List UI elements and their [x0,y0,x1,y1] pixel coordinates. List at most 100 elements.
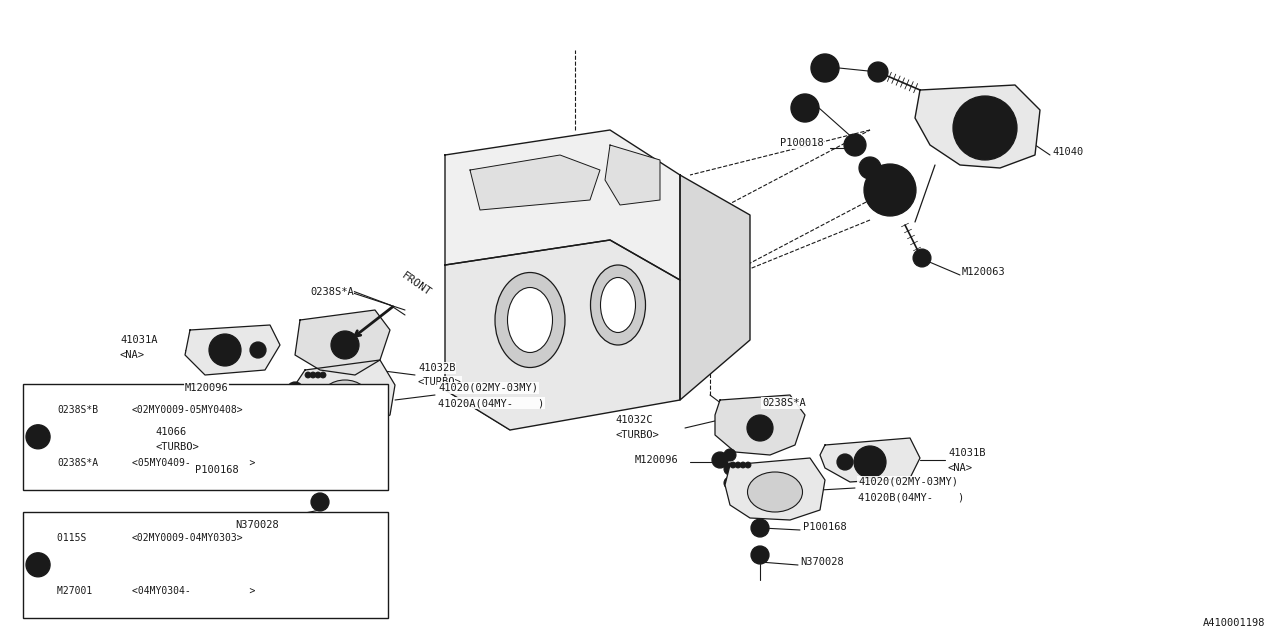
Circle shape [812,54,838,82]
Text: 41031B: 41031B [948,448,986,458]
Text: 41032B: 41032B [419,363,456,373]
Circle shape [874,174,906,206]
Ellipse shape [495,273,564,367]
Circle shape [316,468,324,476]
Polygon shape [680,175,750,400]
Circle shape [859,157,881,179]
Circle shape [868,62,888,82]
Text: <TURBO>: <TURBO> [614,430,659,440]
Circle shape [865,163,876,173]
Ellipse shape [600,278,635,333]
Text: 1: 1 [35,560,41,570]
Circle shape [740,462,746,468]
Text: 41032C: 41032C [614,415,653,425]
Circle shape [724,463,736,475]
Circle shape [735,462,741,468]
Circle shape [209,334,241,366]
Circle shape [717,457,723,463]
Polygon shape [445,240,680,430]
Circle shape [913,249,931,267]
Polygon shape [716,395,805,455]
Polygon shape [186,325,280,375]
Text: N370028: N370028 [236,520,279,530]
Circle shape [712,452,728,468]
Bar [23,512,388,618]
Polygon shape [915,85,1039,168]
Circle shape [748,415,773,441]
Circle shape [26,553,50,577]
Polygon shape [288,408,349,460]
Circle shape [864,164,916,216]
Text: FRONT: FRONT [399,271,434,298]
Text: 41040: 41040 [1052,147,1083,157]
Circle shape [863,455,877,469]
Text: 0115S: 0115S [58,533,99,543]
Circle shape [305,430,325,450]
Circle shape [311,463,329,481]
Text: 0238S*B: 0238S*B [58,405,99,415]
Text: <05MY0409-          >: <05MY0409- > [132,458,256,468]
Circle shape [751,546,769,564]
Text: 1: 1 [822,61,828,74]
Text: <NA>: <NA> [120,350,145,360]
Circle shape [724,477,736,489]
Text: 41020(02MY-03MY): 41020(02MY-03MY) [858,477,957,487]
Text: <TURBO>: <TURBO> [155,442,198,452]
Circle shape [882,182,899,198]
Text: M120096: M120096 [186,383,229,393]
Circle shape [287,382,303,398]
Text: 41020(02MY-03MY): 41020(02MY-03MY) [438,383,538,393]
Text: 41066: 41066 [155,427,187,437]
Polygon shape [820,438,920,482]
Circle shape [850,140,860,150]
Ellipse shape [590,265,645,345]
Circle shape [250,342,266,358]
Circle shape [310,372,316,378]
Text: 2: 2 [35,432,41,442]
Polygon shape [294,360,396,430]
Circle shape [727,467,732,472]
Ellipse shape [507,287,553,353]
Text: M120063: M120063 [963,267,1006,277]
Text: 0238S*A: 0238S*A [762,398,805,408]
Circle shape [26,425,50,449]
Circle shape [218,343,232,357]
Text: P100168: P100168 [195,465,239,475]
Circle shape [320,372,326,378]
Text: <04MY0304-          >: <04MY0304- > [132,586,256,596]
Text: 0238S*A: 0238S*A [58,458,99,468]
Polygon shape [605,145,660,205]
Text: A410001198: A410001198 [1202,618,1265,628]
Text: 41020B(04MY-    ): 41020B(04MY- ) [858,492,964,502]
Circle shape [791,94,819,122]
Circle shape [837,454,852,470]
Polygon shape [470,155,600,210]
Circle shape [724,449,736,461]
Circle shape [727,452,732,458]
Circle shape [755,423,765,433]
Text: 2: 2 [801,102,809,115]
Text: N370028: N370028 [800,557,844,567]
Polygon shape [294,310,390,375]
Circle shape [311,493,329,511]
Circle shape [339,339,351,351]
Text: 41020A(04MY-    ): 41020A(04MY- ) [438,398,544,408]
Text: 41031A: 41031A [120,335,157,345]
Circle shape [332,331,358,359]
Circle shape [965,108,1005,148]
Circle shape [305,372,311,378]
Polygon shape [724,458,826,520]
Text: <TURBO>: <TURBO> [419,377,462,387]
Circle shape [727,481,732,486]
Circle shape [756,524,764,532]
Text: <02MY0009-04MY0303>: <02MY0009-04MY0303> [132,533,243,543]
Bar [23,384,388,490]
Circle shape [756,551,764,559]
Circle shape [751,519,769,537]
Circle shape [730,462,736,468]
Text: P100168: P100168 [803,522,847,532]
Text: <NA>: <NA> [948,463,973,473]
Circle shape [292,387,298,393]
Circle shape [954,96,1018,160]
Text: M27001: M27001 [58,586,99,596]
